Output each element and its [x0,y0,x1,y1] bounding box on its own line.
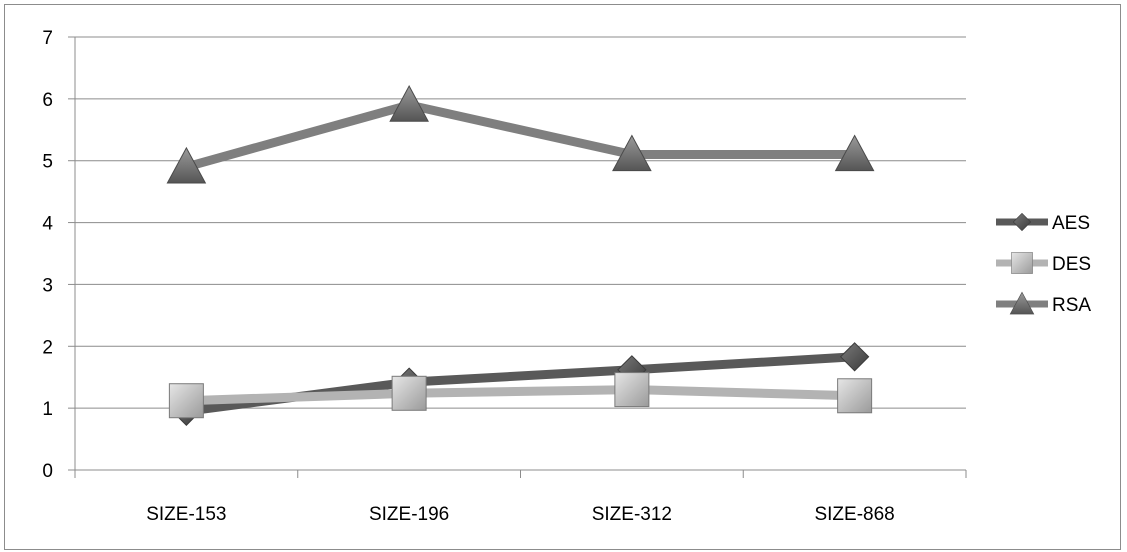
data-point-rsa [834,134,875,172]
series-line-aes [181,352,860,416]
y-tick-label: 5 [42,152,53,173]
chart-frame [4,4,1121,550]
legend-marker-aes [1012,212,1032,232]
axes: 0 1 2 3 4 5 6 7 SIZE-153 SIZE-196 SIZE-312 SIZE-868 [42,28,967,525]
y-tick-label: 7 [42,28,53,49]
series-line-rsa [181,100,860,172]
legend-marker-des [1011,252,1033,274]
legend-label-rsa: RSA [1052,295,1091,316]
y-tick-label: 2 [42,337,53,358]
legend: AES DES RSA [996,212,1091,316]
data-point-des [837,378,873,414]
series-line-des [181,385,860,406]
data-point-des [168,383,204,419]
legend-marker-shape [1012,212,1032,232]
x-tick-label: SIZE-196 [369,504,449,525]
data-point-des [614,372,650,408]
x-tick-label: SIZE-312 [592,504,672,525]
data-point-aes [839,342,870,372]
legend-marker-shape [1011,252,1033,274]
legend-label-des: DES [1052,254,1091,275]
y-tick-label: 6 [42,90,53,111]
data-point-des [391,375,427,411]
series-lines [166,84,875,426]
legend-marker-shape [1009,291,1035,315]
y-tick-label: 1 [42,399,53,420]
y-tick-label: 4 [42,214,53,235]
data-point-rsa [389,84,429,122]
x-tick-label: SIZE-153 [146,504,226,525]
legend-label-aes: AES [1052,213,1090,234]
data-point-rsa [612,134,652,172]
y-tick-label: 0 [42,461,53,482]
x-tick-label: SIZE-868 [814,504,894,525]
legend-marker-rsa [1009,291,1035,315]
y-tick-label: 3 [42,275,53,296]
data-point-rsa [166,146,207,184]
